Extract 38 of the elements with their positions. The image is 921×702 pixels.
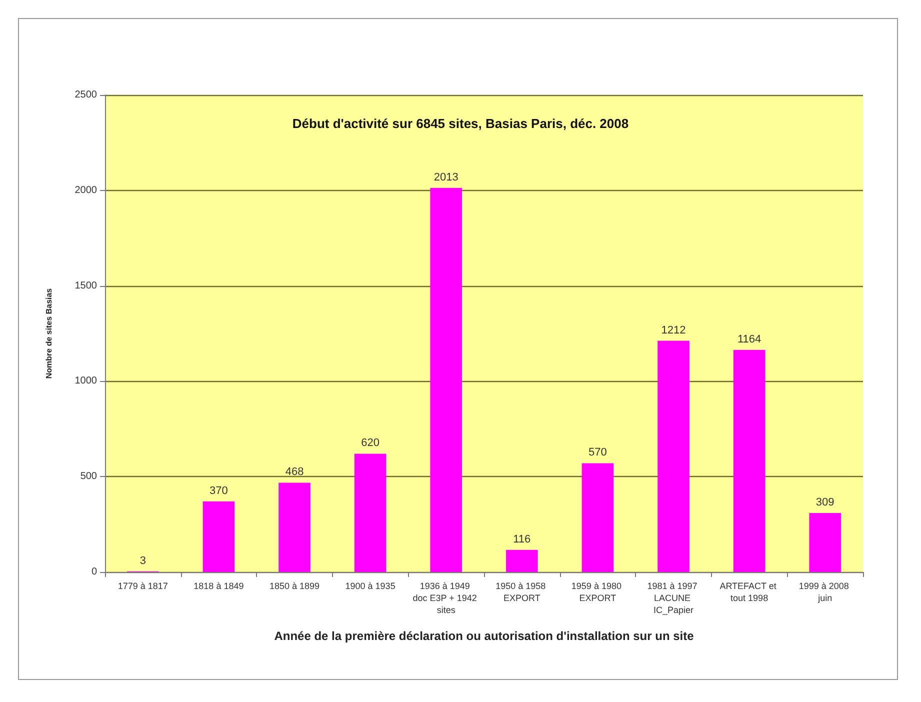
bar <box>582 463 614 572</box>
data-label: 116 <box>513 533 531 546</box>
bar <box>278 482 310 572</box>
bar <box>354 454 386 572</box>
x-tick-label: 1850 à 1899 <box>269 581 320 591</box>
y-tick-label: 2000 <box>74 184 98 196</box>
data-label: 370 <box>210 484 228 497</box>
x-axis-title: Année de la première déclaration ou autorisation d'installation sur un site <box>274 629 694 643</box>
x-tick-label: 1981 à 1997 LACUNE IC_Papier <box>647 581 700 615</box>
bar <box>809 513 842 572</box>
data-label: 2013 <box>434 171 458 184</box>
y-tick-label: 2500 <box>74 90 98 100</box>
data-label: 1164 <box>737 333 762 346</box>
data-label: 309 <box>816 496 834 509</box>
x-tick-label: ARTEFACT et tout 1998 <box>720 581 779 603</box>
text: Début d'activité sur 6845 sites, Basias Paris, déc. 2008 <box>292 116 629 131</box>
data-label: 468 <box>285 466 304 478</box>
y-axis-title: Nombre de sites Basias <box>44 288 54 379</box>
x-tick-label: 1959 à 1980 EXPORT <box>571 581 624 603</box>
x-tick-label: 1950 à 1958 EXPORT <box>496 581 548 603</box>
data-label: 1212 <box>661 324 686 336</box>
y-tick-label: 1000 <box>74 376 98 387</box>
x-tick-label: 1900 à 1935 <box>345 581 396 591</box>
data-label: 620 <box>361 437 380 450</box>
bar <box>733 350 766 572</box>
bar <box>202 501 235 572</box>
x-tick-label: 1936 à 1949 doc E3P + 1942 sites <box>412 581 480 615</box>
data-label: 3 <box>140 554 146 567</box>
x-tick-label: 1779 à 1817 <box>118 581 168 591</box>
bar <box>430 188 462 572</box>
x-tick-label: 1818 à 1849 <box>194 581 244 591</box>
y-tick-label: 1500 <box>74 280 98 292</box>
y-tick-label: 0 <box>91 566 98 578</box>
x-tick-label: 1999 à 2008 juin <box>798 581 852 603</box>
bar <box>506 550 538 572</box>
y-tick-label: 500 <box>80 471 98 482</box>
bar <box>658 340 690 572</box>
data-label: 570 <box>588 446 607 459</box>
